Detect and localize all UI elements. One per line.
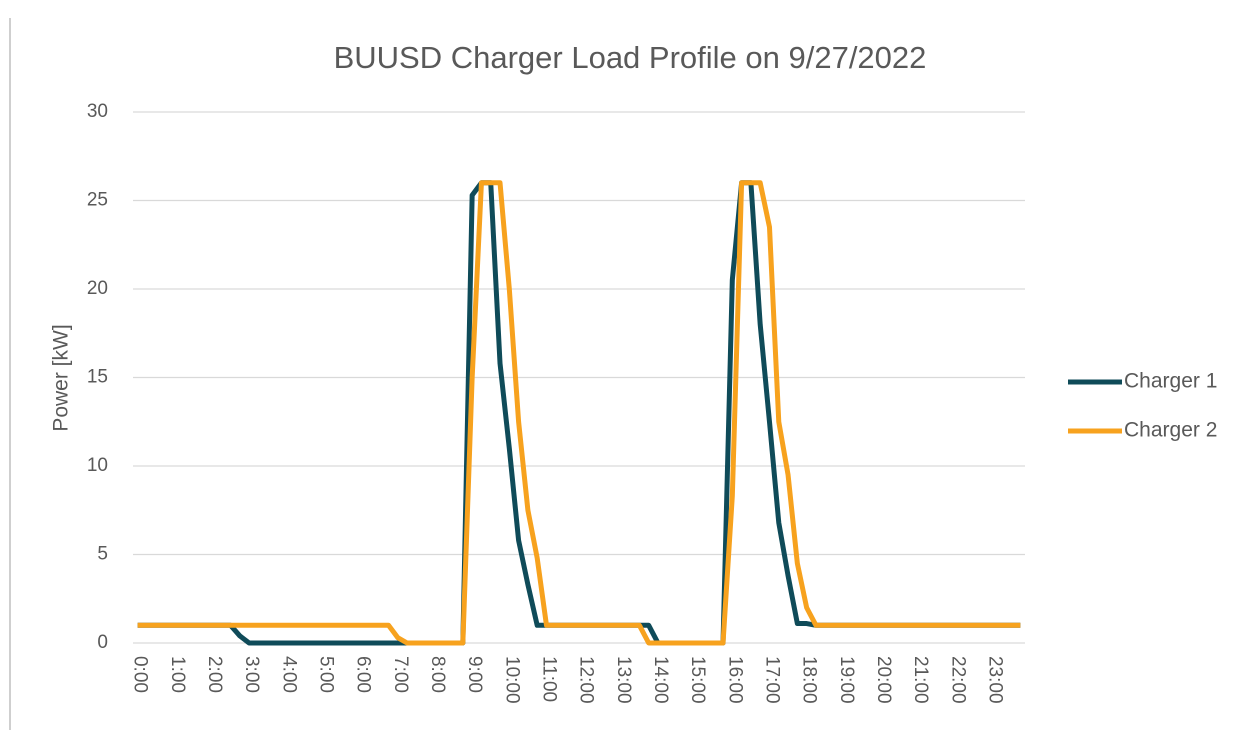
x-tick-label: 4:00 — [278, 656, 299, 693]
y-tick-label: 5 — [97, 544, 108, 565]
legend-label: Charger 2 — [1124, 419, 1217, 442]
x-tick-label: 0:00 — [130, 656, 151, 693]
x-tick-label: 8:00 — [427, 656, 448, 693]
x-tick-label: 10:00 — [501, 656, 522, 704]
x-tick-label: 9:00 — [464, 656, 485, 693]
x-tick-label: 17:00 — [761, 656, 782, 704]
y-tick-label: 30 — [87, 101, 108, 122]
y-tick-label: 20 — [87, 278, 108, 299]
y-axis-title: Power [kW] — [50, 324, 73, 431]
x-tick-label: 1:00 — [167, 656, 188, 693]
x-tick-label: 11:00 — [538, 656, 559, 702]
legend-label: Charger 1 — [1124, 370, 1217, 393]
x-tick-label: 2:00 — [204, 656, 225, 693]
x-tick-label: 14:00 — [650, 656, 671, 704]
x-tick-label: 19:00 — [836, 656, 857, 704]
line-series — [137, 180, 1021, 646]
y-tick-label: 10 — [87, 455, 108, 476]
x-tick-label: 7:00 — [390, 656, 411, 693]
x-tick-label: 15:00 — [687, 656, 708, 704]
chart-title: BUUSD Charger Load Profile on 9/27/2022 — [334, 40, 927, 75]
y-tick-label: 25 — [87, 190, 108, 211]
x-tick-label: 12:00 — [576, 656, 597, 704]
x-tick-label: 20:00 — [873, 656, 894, 704]
x-tick-label: 22:00 — [947, 656, 968, 704]
x-tick-label: 13:00 — [613, 656, 634, 704]
x-tick-label: 21:00 — [910, 656, 931, 704]
x-tick-label: 6:00 — [353, 656, 374, 693]
y-tick-label: 15 — [87, 367, 108, 388]
x-tick-label: 18:00 — [799, 656, 820, 704]
x-tick-label: 3:00 — [241, 656, 262, 693]
line-series — [137, 180, 1021, 646]
x-tick-label: 5:00 — [315, 656, 336, 693]
y-tick-label: 0 — [97, 632, 108, 653]
x-tick-label: 23:00 — [984, 656, 1005, 704]
x-tick-label: 16:00 — [724, 656, 745, 704]
